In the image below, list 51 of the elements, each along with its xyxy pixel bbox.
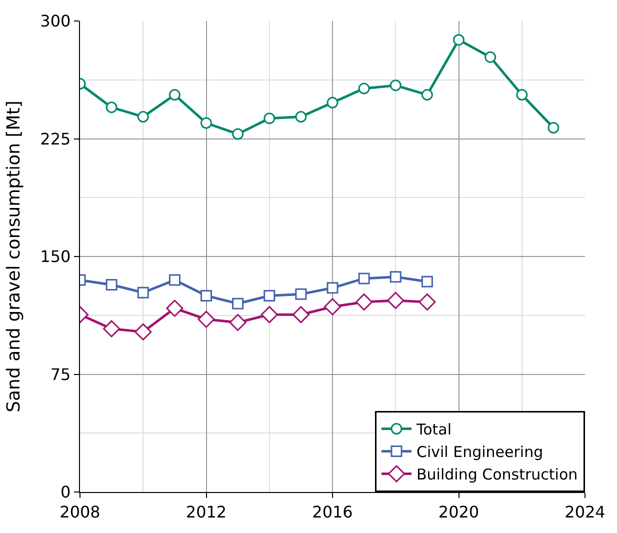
point	[106, 102, 118, 114]
y-tick-label: 150	[40, 247, 71, 266]
point	[484, 51, 496, 63]
point	[418, 293, 436, 311]
x-tick-label: 2024	[564, 502, 606, 522]
point	[106, 279, 118, 291]
point	[453, 34, 464, 46]
point	[103, 320, 120, 338]
point	[168, 274, 180, 286]
y-tick-label: 225	[40, 129, 71, 148]
point	[292, 306, 310, 324]
x-tick-label: 2012	[186, 502, 227, 522]
point	[260, 306, 278, 324]
point	[390, 271, 402, 283]
point	[200, 117, 212, 129]
point	[516, 89, 528, 101]
point	[356, 293, 373, 311]
legend-label: Building Construction	[416, 466, 578, 484]
point	[168, 89, 180, 101]
point	[137, 286, 149, 298]
point	[295, 288, 307, 300]
y-tick-label: 0	[60, 482, 71, 502]
point	[548, 122, 560, 134]
x-tick-label: 2020	[438, 502, 480, 522]
x-tick-label: 2016	[312, 502, 353, 522]
point	[324, 298, 342, 316]
point	[200, 290, 212, 302]
point	[264, 290, 276, 302]
point	[387, 292, 404, 310]
point	[264, 112, 276, 124]
point	[232, 298, 244, 310]
point	[390, 80, 402, 92]
legend-label: Total	[416, 420, 452, 439]
point	[232, 128, 244, 140]
point	[295, 111, 307, 123]
y-tick-label: 75	[50, 364, 71, 384]
y-axis-title: Sand and gravel consumption [Mt]	[3, 100, 24, 412]
point	[421, 276, 433, 288]
point	[358, 82, 370, 94]
point	[198, 310, 215, 328]
point	[421, 89, 433, 101]
point	[134, 323, 152, 340]
point	[166, 300, 184, 317]
point	[326, 282, 338, 294]
point	[326, 96, 338, 108]
point	[229, 314, 246, 331]
y-tick-label: 300	[40, 12, 71, 31]
point	[358, 272, 370, 284]
x-tick-label: 2008	[60, 502, 100, 522]
legend-label: Civil Engineering	[416, 443, 544, 462]
point	[137, 111, 149, 123]
